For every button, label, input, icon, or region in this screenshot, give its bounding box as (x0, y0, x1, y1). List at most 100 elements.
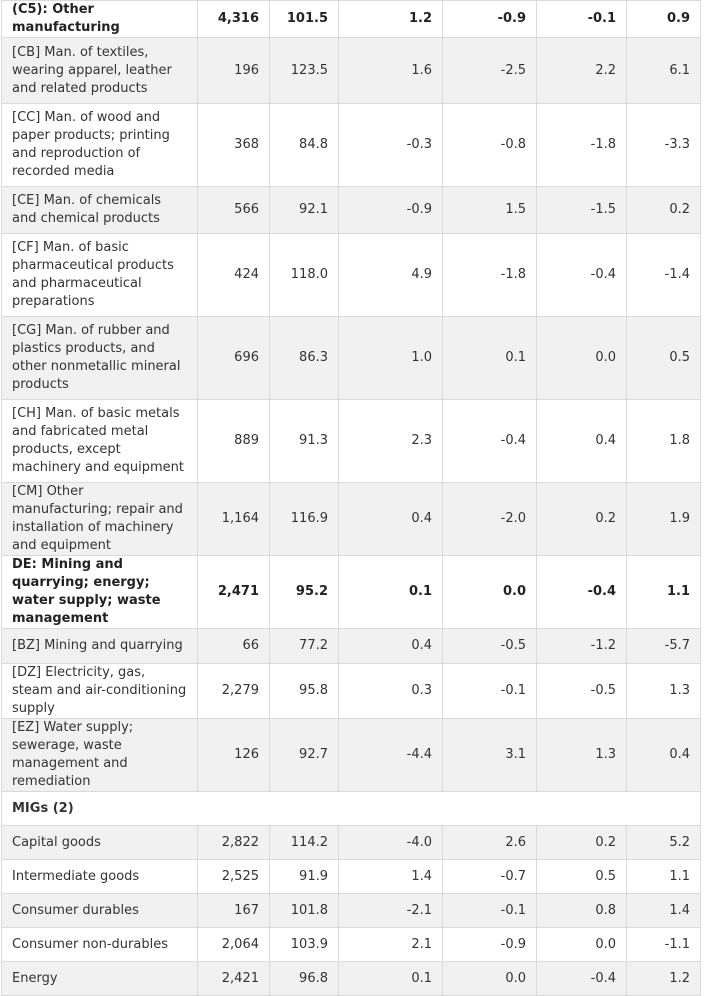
value-cell: 696 (197, 316, 270, 400)
value-cell: 4.9 (338, 233, 443, 317)
value-cell: 5.2 (626, 825, 701, 860)
table-row: Capital goods 2,822 114.2 -4.0 2.6 0.2 5.2 (1, 825, 701, 860)
value-cell: -0.4 (536, 555, 627, 629)
value-cell: -0.5 (442, 628, 537, 664)
value-cell: 1,164 (197, 482, 270, 556)
value-cell: 103.9 (269, 927, 339, 962)
value-cell: -1.8 (442, 233, 537, 317)
value-cell: -5.7 (626, 628, 701, 664)
row-label: [CE] Man. of chemicals and chemical prod… (1, 186, 198, 234)
value-cell: 92.1 (269, 186, 339, 234)
row-label: [CG] Man. of rubber and plastics product… (1, 316, 198, 400)
value-cell: -0.8 (442, 103, 537, 187)
value-cell: 0.5 (626, 316, 701, 400)
value-cell: 66 (197, 628, 270, 664)
value-cell: 0.3 (338, 663, 443, 719)
row-label: [CM] Other manufacturing; repair and ins… (1, 482, 198, 556)
value-cell: 1.2 (626, 961, 701, 996)
row-label: [CF] Man. of basic pharmaceutical produc… (1, 233, 198, 317)
value-cell: -0.1 (442, 663, 537, 719)
value-cell: 86.3 (269, 316, 339, 400)
value-cell: 95.2 (269, 555, 339, 629)
value-cell: 2,064 (197, 927, 270, 962)
value-cell: 0.1 (338, 555, 443, 629)
value-cell: 889 (197, 399, 270, 483)
value-cell: 84.8 (269, 103, 339, 187)
value-cell: 1.1 (626, 859, 701, 894)
value-cell: -2.5 (442, 37, 537, 104)
value-cell: 2,471 (197, 555, 270, 629)
value-cell: -1.5 (536, 186, 627, 234)
value-cell: -3.3 (626, 103, 701, 187)
value-cell: 1.1 (626, 555, 701, 629)
value-cell: -0.4 (536, 961, 627, 996)
value-cell: -4.0 (338, 825, 443, 860)
row-label: [CC] Man. of wood and paper products; pr… (1, 103, 198, 187)
value-cell: 96.8 (269, 961, 339, 996)
value-cell: 0.4 (338, 628, 443, 664)
row-label: [DZ] Electricity, gas, steam and air-con… (1, 663, 198, 719)
value-cell: 0.2 (536, 482, 627, 556)
value-cell: -0.4 (536, 233, 627, 317)
value-cell: 1.3 (536, 718, 627, 792)
value-cell: 95.8 (269, 663, 339, 719)
value-cell: 126 (197, 718, 270, 792)
value-cell: 2,279 (197, 663, 270, 719)
value-cell: 1.8 (626, 399, 701, 483)
row-label: Consumer durables (1, 893, 198, 928)
table-row: Consumer durables 167 101.8 -2.1 -0.1 0.8 1.4 (1, 893, 701, 928)
table-row: (C5): Other manufacturing 4,316 101.5 1.2 -0… (1, 0, 701, 38)
value-cell: -1.1 (626, 927, 701, 962)
table-row: Intermediate goods 2,525 91.9 1.4 -0.7 0.5 1.1 (1, 859, 701, 894)
value-cell: 0.5 (536, 859, 627, 894)
value-cell: 6.1 (626, 37, 701, 104)
value-cell: 77.2 (269, 628, 339, 664)
value-cell: 0.0 (442, 961, 537, 996)
table-row: [DZ] Electricity, gas, steam and air-con… (1, 663, 701, 719)
value-cell: -2.0 (442, 482, 537, 556)
table-row: DE: Mining and quarrying; energy; water … (1, 555, 701, 629)
row-label: [CH] Man. of basic metals and fabricated… (1, 399, 198, 483)
value-cell: 0.0 (442, 555, 537, 629)
value-cell: 91.3 (269, 399, 339, 483)
value-cell: -4.4 (338, 718, 443, 792)
value-cell: 566 (197, 186, 270, 234)
value-cell: 1.0 (338, 316, 443, 400)
value-cell: 114.2 (269, 825, 339, 860)
row-label: Energy (1, 961, 198, 996)
section-header-row: MIGs (2) (1, 791, 701, 826)
value-cell: 167 (197, 893, 270, 928)
value-cell: 1.4 (626, 893, 701, 928)
value-cell: -0.3 (338, 103, 443, 187)
value-cell: -1.4 (626, 233, 701, 317)
table-row: [CF] Man. of basic pharmaceutical produc… (1, 233, 701, 317)
value-cell: 91.9 (269, 859, 339, 894)
value-cell: -1.8 (536, 103, 627, 187)
table-row: [EZ] Water supply; sewerage, waste manag… (1, 718, 701, 792)
table-row: [CC] Man. of wood and paper products; pr… (1, 103, 701, 187)
value-cell: 1.5 (442, 186, 537, 234)
value-cell: 1.3 (626, 663, 701, 719)
table-row: [CB] Man. of textiles, wearing apparel, … (1, 37, 701, 104)
value-cell: 0.2 (536, 825, 627, 860)
value-cell: 424 (197, 233, 270, 317)
value-cell: 123.5 (269, 37, 339, 104)
value-cell: -0.5 (536, 663, 627, 719)
table-row: [CE] Man. of chemicals and chemical prod… (1, 186, 701, 234)
value-cell: 196 (197, 37, 270, 104)
value-cell: 1.9 (626, 482, 701, 556)
value-cell: -2.1 (338, 893, 443, 928)
value-cell: 2.3 (338, 399, 443, 483)
value-cell: 101.5 (269, 0, 339, 38)
table-row: [CH] Man. of basic metals and fabricated… (1, 399, 701, 483)
row-label: Capital goods (1, 825, 198, 860)
value-cell: -0.7 (442, 859, 537, 894)
value-cell: 2,525 (197, 859, 270, 894)
table-row: Energy 2,421 96.8 0.1 0.0 -0.4 1.2 (1, 961, 701, 996)
value-cell: 92.7 (269, 718, 339, 792)
row-label: [CB] Man. of textiles, wearing apparel, … (1, 37, 198, 104)
value-cell: 1.2 (338, 0, 443, 38)
row-label: [EZ] Water supply; sewerage, waste manag… (1, 718, 198, 792)
